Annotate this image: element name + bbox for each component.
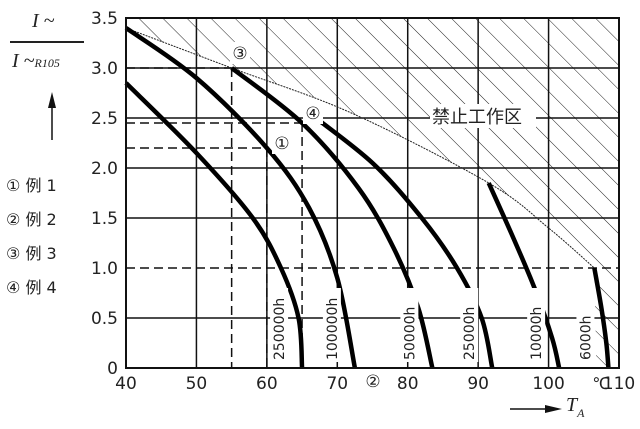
legend-marker-1: ①: [6, 176, 21, 195]
y-tick-label: 3.5: [91, 9, 118, 29]
y-tick-label: 1.0: [91, 259, 118, 279]
y-tick-label: 0: [107, 359, 118, 379]
x-tick-label: 100: [532, 374, 564, 394]
plot-frame: [125, 17, 620, 369]
legend-label-4: 例 4: [25, 278, 57, 297]
curve-label-bg: [576, 288, 595, 362]
example-markers: ③ ④① ②: [230, 42, 383, 392]
y-tick-label: 3.0: [91, 59, 118, 79]
x-unit-label: ℃: [592, 374, 610, 393]
marker-example-1-bg: [272, 132, 292, 154]
legend-item-4: ④ 例 4: [6, 274, 57, 298]
forbidden-zone-label: 禁止工作区: [432, 107, 522, 128]
axis-tick-labels: 0 0.5 1.0 1.5 2.0 2.5 3.0 3.5 40 50 60 70 80 90 100 110…: [91, 9, 635, 394]
curve-label-250000h: 250000h: [272, 298, 288, 360]
legend-label-2: 例 2: [25, 210, 57, 229]
y-tick-label: 1.5: [91, 209, 118, 229]
legend-marker-3: ③: [6, 244, 21, 263]
y-label-denominator: I ~R105: [12, 50, 60, 73]
legend-label-1: 例 1: [25, 176, 57, 195]
forbidden-label-bg: [430, 104, 536, 128]
legend-item-1: ① 例 1: [6, 172, 57, 196]
x-tick-label: 60: [256, 374, 278, 394]
x-axis-arrow-head-icon: [545, 405, 562, 413]
curve-label-bg: [322, 288, 341, 362]
marker-example-2-bg: [363, 370, 383, 392]
life-curve-6000h: [592, 267, 611, 369]
y-label-subscript: R105: [34, 56, 60, 70]
legend-item-2: ② 例 2: [6, 206, 57, 230]
life-curve-labels: 250000h 100000h 50000h 25000h 10000h 6000h: [270, 288, 595, 362]
x-axis-label-main: T: [566, 394, 578, 416]
legend-marker-2: ②: [6, 210, 21, 229]
x-axis-label-subscript: A: [577, 406, 585, 420]
y-label-numerator: I ~: [32, 10, 55, 32]
life-curve-25000h: [307, 111, 495, 369]
curve-label-bg: [527, 288, 546, 362]
marker-example-3: ③: [232, 44, 247, 64]
y-tick-label: 0.5: [91, 309, 118, 329]
y-axis-arrow-head-icon: [48, 92, 56, 108]
legend-item-3: ③ 例 3: [6, 240, 57, 264]
x-tick-label: 110: [603, 374, 635, 394]
y-label-fraction-bar: [10, 41, 84, 43]
x-tick-label: 50: [186, 374, 208, 394]
forbidden-zone-boundary: [125, 27, 595, 269]
legend-marker-4: ④: [6, 278, 21, 297]
life-curve-250000h: [124, 81, 305, 369]
legend-label-3: 例 3: [25, 244, 57, 263]
y-tick-label: 2.5: [91, 109, 118, 129]
marker-example-4: ④: [305, 104, 320, 124]
curve-label-10000h: 10000h: [529, 307, 545, 360]
x-tick-label: 40: [115, 374, 137, 394]
marker-example-4-bg: [303, 102, 323, 124]
boundary-curve: [125, 27, 595, 269]
curve-label-6000h: 6000h: [578, 315, 594, 360]
curve-label-bg: [270, 288, 289, 362]
marker-example-2: ②: [365, 372, 380, 392]
x-tick-label: 80: [397, 374, 419, 394]
x-tick-label: 70: [326, 374, 348, 394]
curve-label-bg: [460, 288, 479, 362]
marker-example-1: ①: [274, 134, 289, 154]
y-label-denominator-main: I ~: [12, 50, 35, 72]
curve-label-25000h: 25000h: [462, 307, 478, 360]
x-axis-label: TA: [566, 394, 585, 420]
curve-label-100000h: 100000h: [325, 298, 341, 360]
curve-label-bg: [400, 288, 419, 362]
marker-example-3-bg: [230, 42, 250, 64]
y-tick-label: 2.0: [91, 159, 118, 179]
x-tick-label: 90: [467, 374, 489, 394]
curve-label-50000h: 50000h: [402, 307, 418, 360]
